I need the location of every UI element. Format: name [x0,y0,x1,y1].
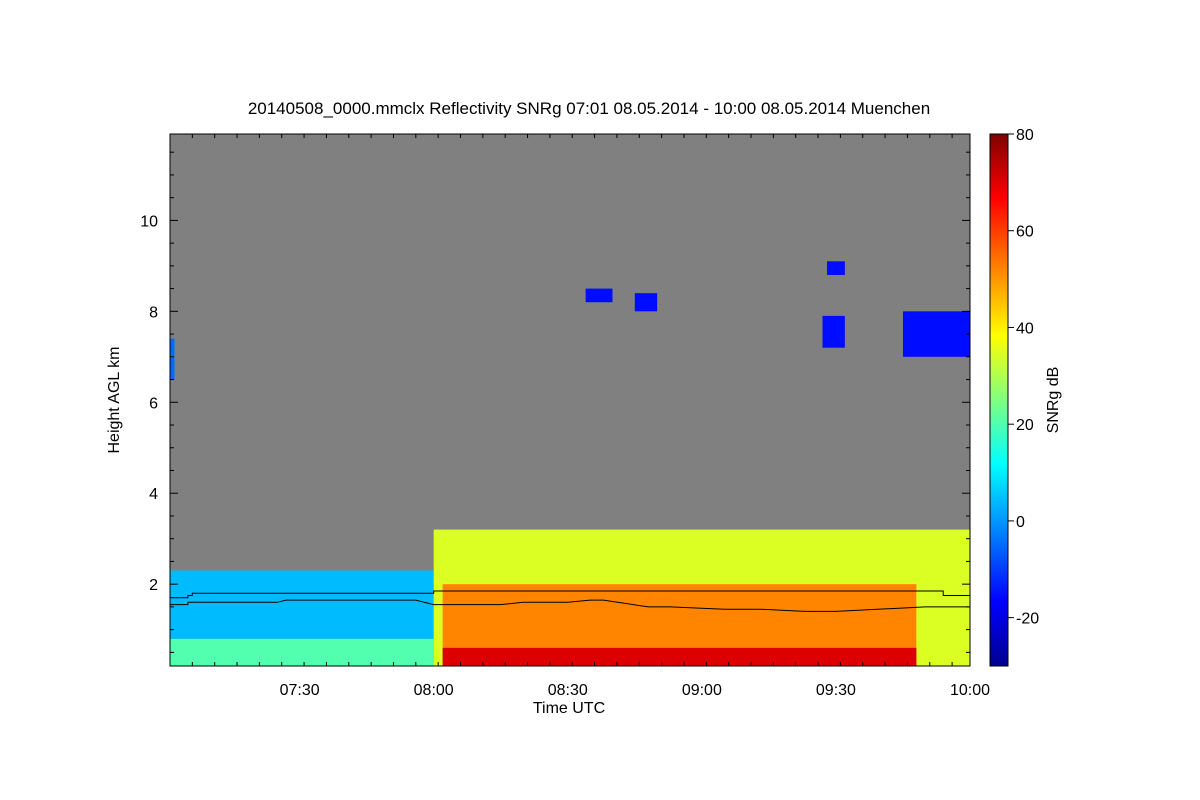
y-tick-label: 6 [149,395,158,412]
boundary-line-2 [170,599,970,612]
colorbar: -20 0 20 40 60 80 SNRg dB [989,127,1062,667]
echo-region [822,315,845,348]
x-tick-label: 07:30 [280,682,320,699]
y-axis: 2 4 6 8 10 [140,151,970,653]
y-tick-label: 10 [140,213,158,230]
colorbar-ticks: -20 0 20 40 60 80 [1008,127,1039,628]
echo-region [634,293,658,312]
y-tick-label: 8 [149,304,158,321]
x-axis: 07:30 08:00 08:30 09:00 09:30 10:00 [191,134,990,699]
x-tick-label: 10:00 [950,682,990,699]
echo-region [902,311,970,357]
colorbar-tick-label: 20 [1016,417,1034,434]
colorbar-tick-label: -20 [1016,611,1039,628]
plot-frame [169,133,971,667]
y-tick-label: 2 [149,577,158,594]
boundary-line-1 [170,590,970,599]
colorbar-tick-label: 80 [1016,127,1034,144]
colorbar-label: SNRg dB [1045,367,1062,434]
colorbar-tick-label: 40 [1016,320,1034,337]
plot-area [169,133,971,667]
colorbar-tick-label: 60 [1016,224,1034,241]
echo-region [170,638,434,666]
y-axis-label: Height AGL km [106,346,123,453]
echo-region [442,647,917,666]
x-tick-label: 08:00 [414,682,454,699]
x-tick-label: 08:30 [548,682,588,699]
y-tick-label: 4 [149,486,158,503]
x-tick-label: 09:30 [816,682,856,699]
echo-layer [170,261,971,666]
x-tick-label: 09:00 [682,682,722,699]
echo-region [585,288,613,303]
colorbar-gradient [989,133,1009,667]
boundary-lines [170,590,970,612]
echo-region [170,338,175,380]
echo-region [826,261,845,275]
chart-title: 20140508_0000.mmclx Reflectivity SNRg 07… [248,99,930,118]
x-axis-label: Time UTC [533,700,605,717]
colorbar-tick-label: 0 [1016,514,1025,531]
echo-region [170,570,434,639]
